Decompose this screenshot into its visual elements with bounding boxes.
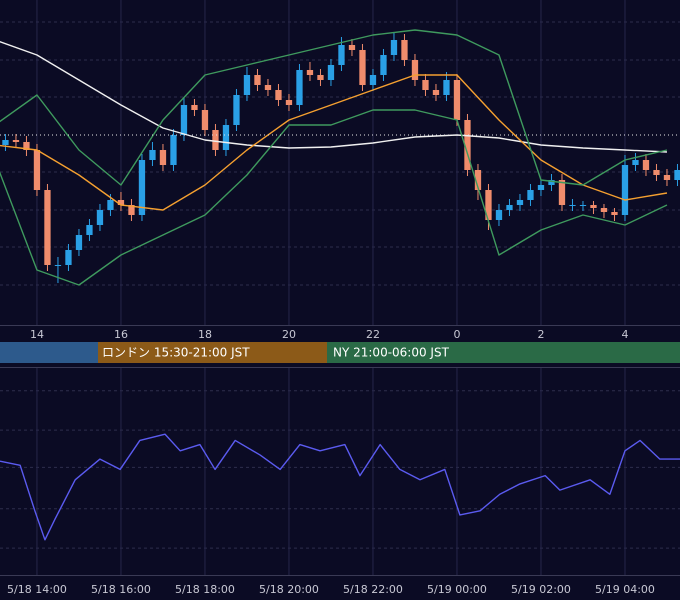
candle-body [600,208,608,212]
candle-body [411,60,419,80]
candle-body [107,200,114,210]
candle-body [453,80,461,120]
candle-body [359,50,366,85]
session-label: NY 21:00-06:00 JST [333,346,450,360]
candle-body [516,200,524,205]
candle-body [390,40,398,55]
panel [0,0,680,325]
candle-body [2,140,9,145]
candle-body [117,200,125,205]
x-tick-label: 5/18 22:00 [343,583,403,596]
candle-body [96,210,104,225]
candle-body [527,190,534,200]
candle-body [422,80,429,90]
candle-body [495,210,503,220]
candle-body [201,110,209,130]
candle-body [12,140,20,142]
candle-body [579,205,587,206]
candle-body [86,225,93,235]
candle-body [369,75,377,85]
candle-body [569,205,576,206]
x-tick-label: 0 [453,328,460,341]
candle-body [327,65,335,80]
candle-body [642,160,650,170]
candle-body [44,190,51,265]
line [0,74,668,211]
candle-body [138,160,146,215]
x-tick-label: 22 [366,328,380,341]
x-tick-label: 5/19 00:00 [427,583,487,596]
panel [0,368,680,575]
candle-body [506,205,513,210]
x-tick-label: 5/18 16:00 [91,583,151,596]
candle-body [590,205,597,208]
candle-body [275,90,282,100]
candle-body [233,95,240,125]
candle-body [264,85,272,90]
candle-body [380,55,387,75]
candle-body [23,142,30,150]
candle-body [296,70,303,105]
candle-body [75,235,83,250]
x-tick-label: 4 [621,328,628,341]
candle-body [170,135,177,165]
candle-body [663,175,671,180]
candle-body [674,170,680,180]
candle-body [537,185,545,190]
candle-body [159,150,167,165]
candle-body [254,75,261,85]
x-tick-label: 5/18 14:00 [7,583,67,596]
x-tick-label: 5/18 18:00 [175,583,235,596]
candle-body [558,180,566,205]
x-tick-label: 5/18 20:00 [259,583,319,596]
candle-body [317,75,324,80]
candle-body [128,205,135,215]
candle-body [285,100,293,105]
candle-body [653,170,660,175]
session-band-london [98,342,327,363]
candle-body [474,170,482,190]
candle-body [33,150,41,190]
candle-body [443,80,450,95]
candle-body [243,75,251,95]
candle-body [180,105,188,135]
line [0,41,668,153]
x-tick-label: 2 [537,328,544,341]
x-tick-label: 20 [282,328,296,341]
candle-body [212,130,219,150]
x-tick-label: 14 [30,328,44,341]
x-tick-label: 18 [198,328,212,341]
candle-body [548,180,555,185]
candle-body [54,265,62,266]
candle-body [348,45,356,50]
candle-body [464,120,471,170]
candle-body [65,250,72,265]
candle-body [338,45,345,65]
candle-body [191,105,198,110]
line [0,109,668,286]
session-band-tokyo [0,342,98,363]
candle-body [401,40,408,60]
line [0,29,668,186]
x-tick-label: 5/19 02:00 [511,583,571,596]
candle-body [632,160,639,165]
session-band-ny [327,342,680,363]
candle-body [485,190,492,220]
candle-body [222,125,230,150]
candle-body [306,70,314,75]
line [0,433,680,541]
x-tick-label: 16 [114,328,128,341]
candle-body [611,212,618,215]
candle-body [432,90,440,95]
session-label: ロンドン 15:30-21:00 JST [102,346,250,360]
candle-body [621,165,629,215]
candle-body [149,150,156,160]
x-tick-label: 5/19 04:00 [595,583,655,596]
